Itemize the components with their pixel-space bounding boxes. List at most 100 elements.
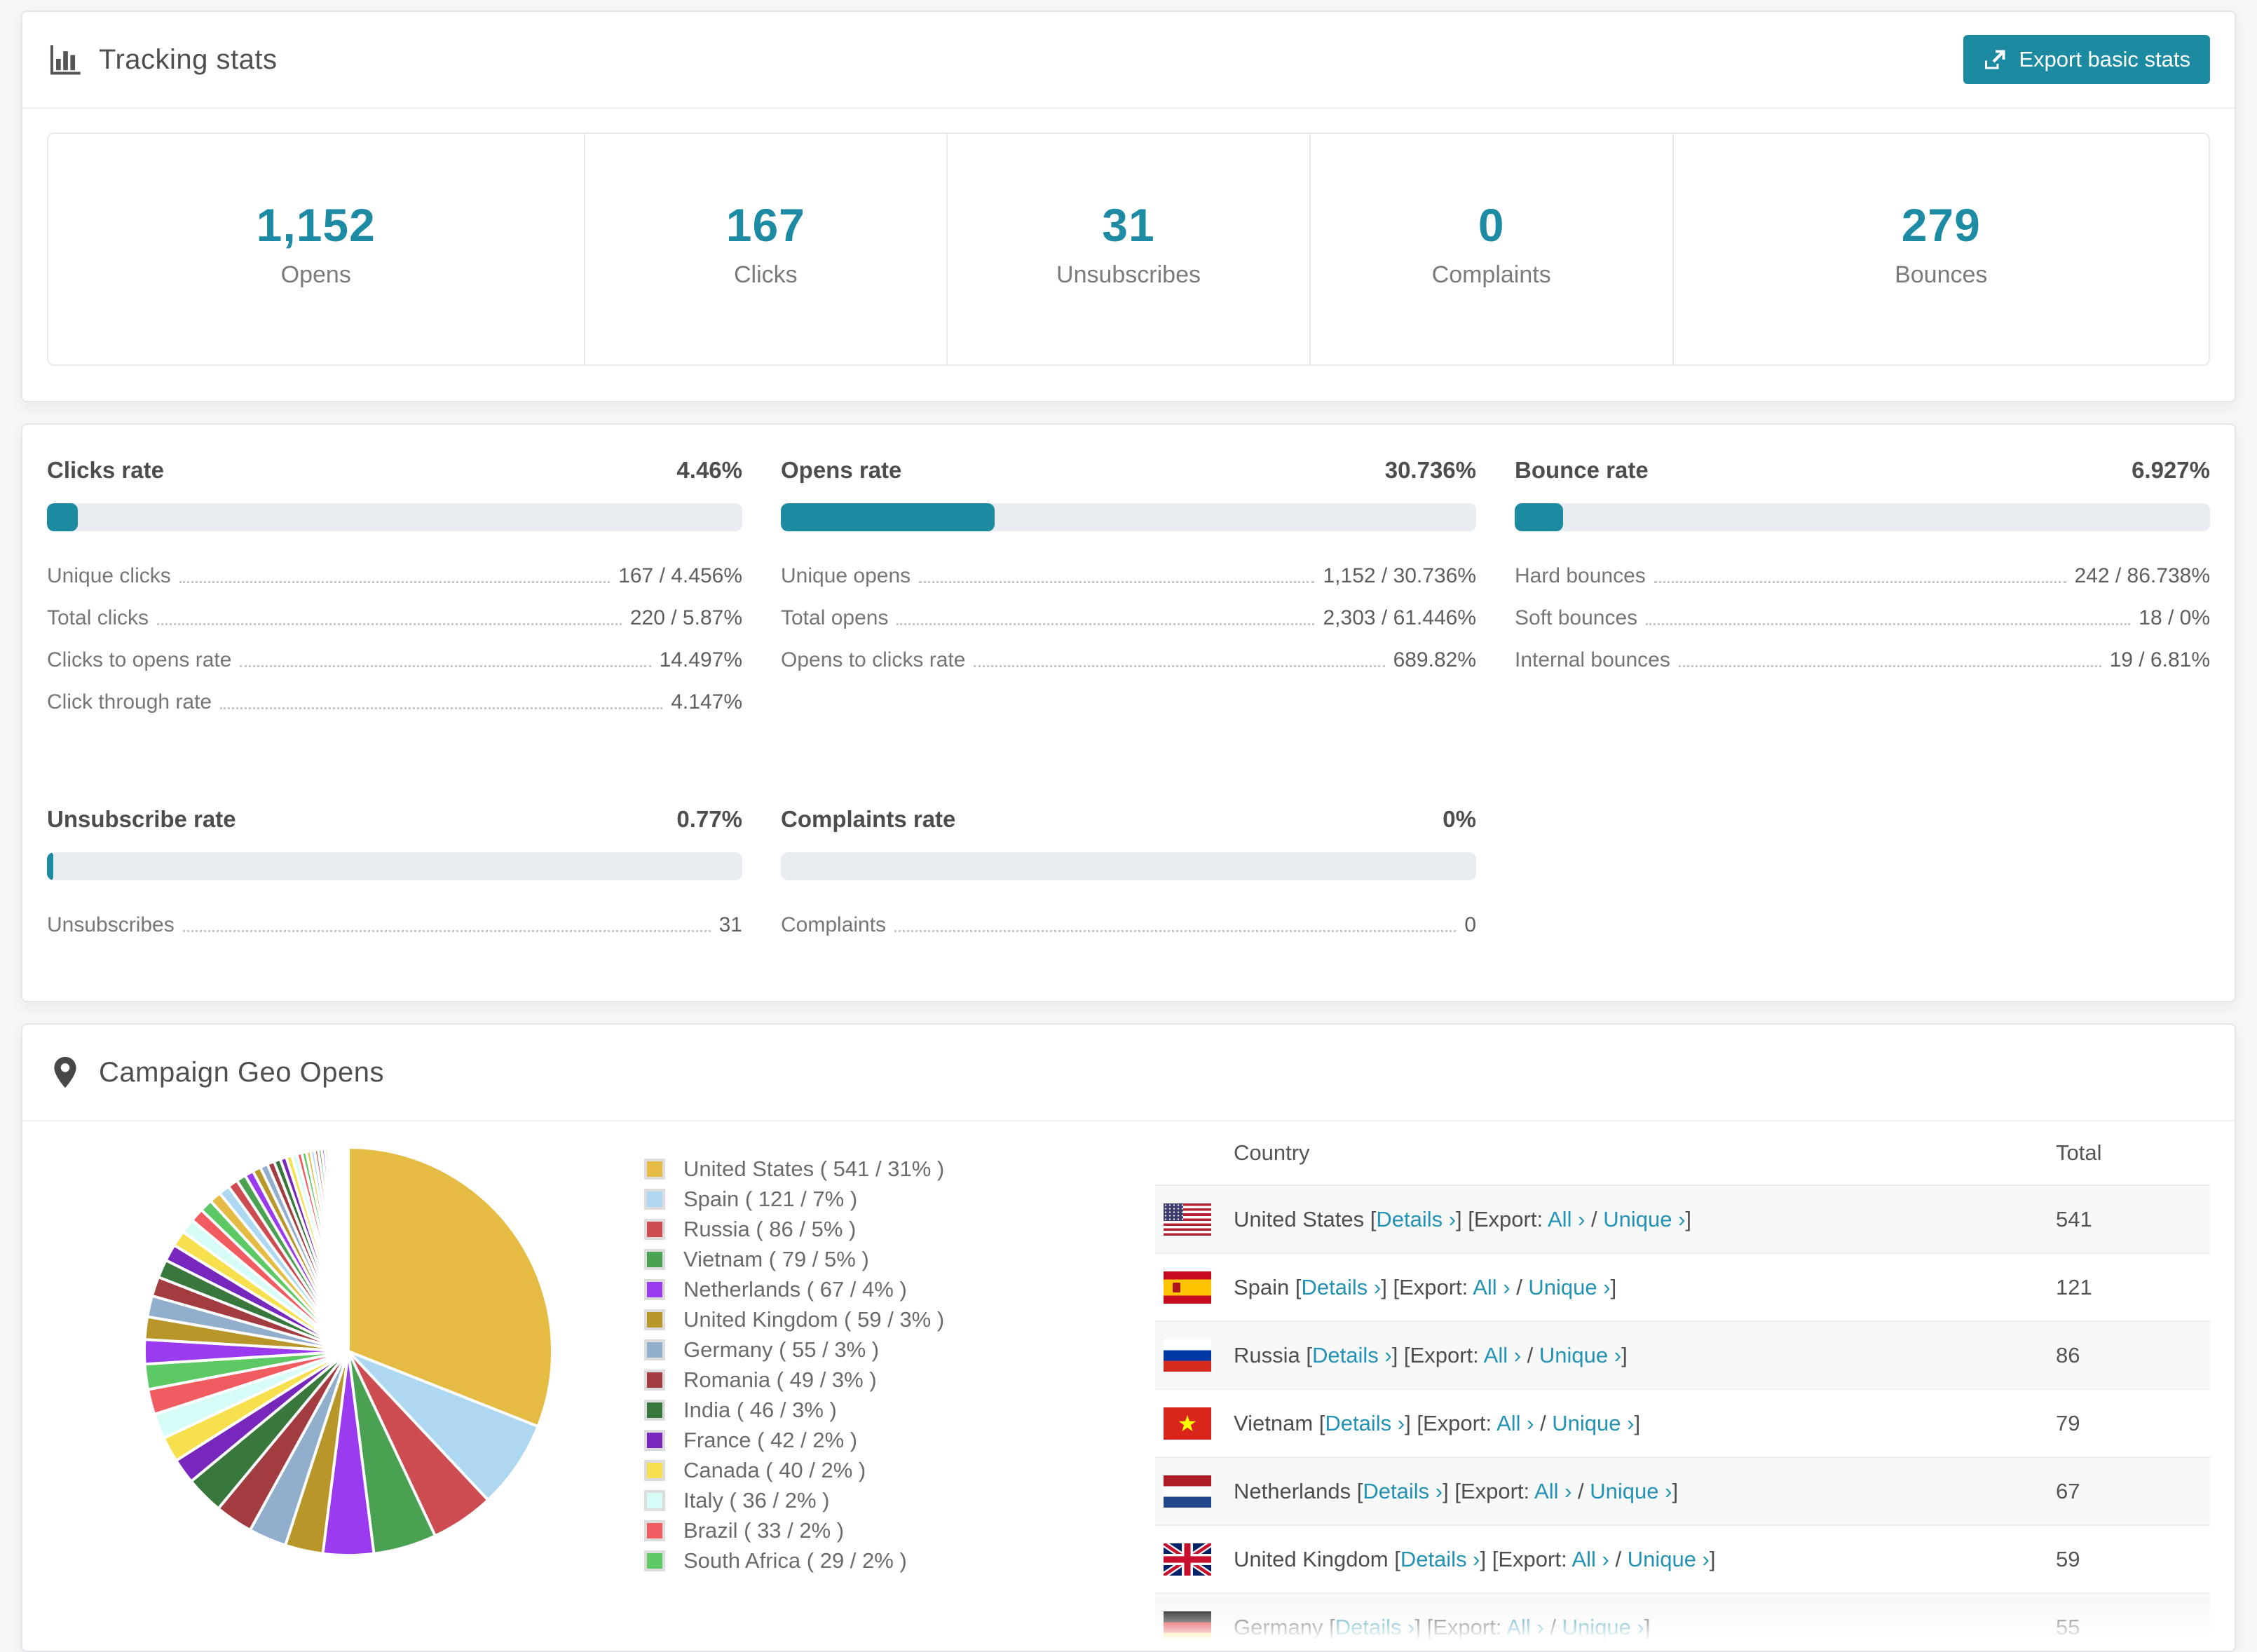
rate-row: Clicks to opens rate 14.497%	[47, 639, 742, 681]
export-unique-link[interactable]: Unique ›	[1603, 1206, 1686, 1231]
table-row-ru: Russia [Details ›] [Export: All › / Uniq…	[1155, 1320, 2210, 1388]
export-label: ] [Export:	[1456, 1206, 1548, 1231]
rate-value: 6.927%	[2132, 457, 2210, 483]
country-name: Russia	[1234, 1342, 1300, 1367]
bracket: ]	[1644, 1614, 1651, 1639]
tracking-stats-card: Tracking stats Export basic stats 1,152 O…	[21, 11, 2236, 402]
details-link[interactable]: Details ›	[1335, 1614, 1415, 1639]
export-unique-link[interactable]: Unique ›	[1590, 1478, 1672, 1503]
legend-swatch	[644, 1278, 665, 1300]
rate-row-value: 4.147%	[671, 690, 742, 714]
total-cell: 541	[2056, 1206, 2092, 1231]
legend-item: Brazil ( 33 / 2% )	[644, 1515, 944, 1545]
export-unique-link[interactable]: Unique ›	[1552, 1410, 1635, 1435]
stat-card-bounces: 279 Bounces	[1674, 134, 2209, 364]
stat-label: Bounces	[1895, 261, 1988, 288]
rate-rows: Unique opens 1,152 / 30.736% Total opens 2,…	[781, 555, 1476, 681]
legend-swatch	[644, 1309, 665, 1330]
country-cell: Spain [Details ›] [Export: All › / Uniqu…	[1234, 1275, 2056, 1300]
export-all-link[interactable]: All ›	[1548, 1206, 1586, 1231]
flag-gb-svg	[1164, 1543, 1211, 1576]
bracket: ]	[1634, 1410, 1641, 1435]
country-name: United States	[1234, 1206, 1365, 1231]
export-unique-link[interactable]: Unique ›	[1528, 1274, 1611, 1299]
details-link[interactable]: Details ›	[1325, 1410, 1405, 1435]
stat-value: 31	[1102, 199, 1155, 251]
legend-item: Canada ( 40 / 2% )	[644, 1455, 944, 1485]
de-flag-icon	[1164, 1611, 1211, 1644]
geo-pie-chart	[138, 1141, 559, 1651]
page-title: Tracking stats	[99, 43, 278, 75]
rate-head: Bounce rate 6.927%	[1515, 457, 2210, 484]
country-cell: United States [Details ›] [Export: All ›…	[1234, 1207, 2056, 1232]
leader-line	[919, 581, 1315, 583]
total-cell: 55	[2056, 1614, 2080, 1639]
legend-label: Italy ( 36 / 2% )	[683, 1487, 830, 1513]
flag-cell	[1155, 1203, 1234, 1236]
rate-row-label: Total opens	[781, 606, 889, 629]
leader-line	[182, 930, 711, 932]
legend-swatch	[644, 1188, 665, 1210]
rate-row-label: Unsubscribes	[47, 913, 175, 936]
export-all-link[interactable]: All ›	[1571, 1546, 1609, 1571]
bracket: [	[1364, 1206, 1377, 1231]
rate-row-value: 220 / 5.87%	[629, 606, 742, 629]
table-row-gb: United Kingdom [Details ›] [Export: All …	[1155, 1524, 2210, 1592]
bar-chart-icon	[50, 45, 81, 75]
details-link[interactable]: Details ›	[1363, 1478, 1443, 1503]
rates-card: Clicks rate 4.46% Unique clicks 167 / 4.456…	[21, 423, 2236, 1002]
rate-row-value: 1,152 / 30.736%	[1323, 564, 1476, 587]
export-all-link[interactable]: All ›	[1483, 1342, 1522, 1367]
rate-row-label: Complaints	[781, 913, 887, 936]
export-label: ] [Export:	[1480, 1546, 1572, 1571]
es-flag-icon	[1164, 1271, 1211, 1304]
legend-label: Brazil ( 33 / 2% )	[683, 1517, 845, 1543]
export-unique-link[interactable]: Unique ›	[1627, 1546, 1710, 1571]
country-cell: Vietnam [Details ›] [Export: All › / Uni…	[1234, 1411, 2056, 1436]
leader-line	[974, 665, 1385, 667]
progress-track	[781, 503, 1476, 531]
rate-row-value: 14.497%	[659, 648, 742, 671]
bracket: [	[1289, 1274, 1302, 1299]
pie-slice	[347, 1146, 554, 1428]
details-link[interactable]: Details ›	[1312, 1342, 1392, 1367]
rate-row-label: Hard bounces	[1515, 564, 1646, 587]
slash: /	[1510, 1274, 1529, 1299]
bracket: ]	[1621, 1342, 1628, 1367]
details-link[interactable]: Details ›	[1376, 1206, 1457, 1231]
details-link[interactable]: Details ›	[1301, 1274, 1382, 1299]
export-unique-link[interactable]: Unique ›	[1539, 1342, 1622, 1367]
export-all-link[interactable]: All ›	[1496, 1410, 1534, 1435]
bracket: [	[1388, 1546, 1400, 1571]
leader-line	[220, 707, 663, 709]
export-all-link[interactable]: All ›	[1506, 1614, 1544, 1639]
rate-rows: Complaints 0	[781, 904, 1476, 946]
legend-item: Germany ( 55 / 3% )	[644, 1334, 944, 1365]
export-all-link[interactable]: All ›	[1534, 1478, 1572, 1503]
country-name: Germany	[1234, 1614, 1323, 1639]
export-basic-stats-button[interactable]: Export basic stats	[1963, 35, 2210, 84]
details-link[interactable]: Details ›	[1400, 1546, 1480, 1571]
rate-block-opens-rate: Opens rate 30.736% Unique opens 1,152 / 30.…	[781, 457, 1476, 723]
legend-label: United States ( 541 / 31% )	[683, 1156, 945, 1181]
rate-row-value: 689.82%	[1393, 648, 1476, 671]
export-all-link[interactable]: All ›	[1473, 1274, 1511, 1299]
rate-title: Bounce rate	[1515, 457, 1649, 483]
column-header-total: Total	[2056, 1140, 2102, 1165]
bracket: ]	[1685, 1206, 1692, 1231]
bracket: ]	[1672, 1478, 1679, 1503]
rate-value: 30.736%	[1384, 457, 1476, 483]
rate-block-bounce-rate: Bounce rate 6.927% Hard bounces 242 / 86.73…	[1515, 457, 2210, 723]
flag-cell	[1155, 1611, 1234, 1644]
pie-chart-svg	[143, 1146, 554, 1557]
export-label: ] [Export:	[1391, 1342, 1484, 1367]
rate-row-value: 242 / 86.738%	[2074, 564, 2211, 587]
rate-row-value: 0	[1464, 913, 1476, 936]
export-unique-link[interactable]: Unique ›	[1562, 1614, 1644, 1639]
flag-cell	[1155, 1475, 1234, 1508]
legend-label: Russia ( 86 / 5% )	[683, 1216, 857, 1241]
progress-track	[1515, 503, 2210, 531]
legend-swatch	[644, 1369, 665, 1391]
campaign-geo-opens-card: Campaign Geo Opens United States ( 541 /…	[21, 1023, 2236, 1652]
export-button-label: Export basic stats	[2019, 47, 2190, 71]
